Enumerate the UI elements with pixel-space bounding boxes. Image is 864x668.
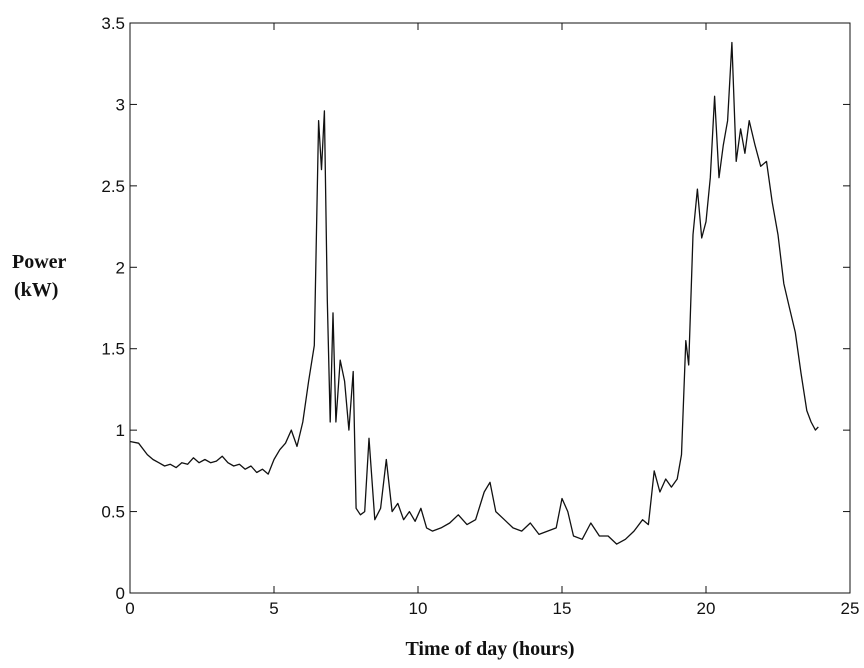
plot-frame bbox=[129, 22, 851, 594]
y-axis-label-line-1: Power bbox=[12, 251, 67, 273]
y-tick-label: 1.5 bbox=[101, 340, 125, 359]
y-tick-label: 0 bbox=[116, 584, 125, 603]
x-tick-label: 5 bbox=[269, 599, 278, 618]
y-axis-label-line-2: (kW) bbox=[14, 279, 58, 301]
y-tick-label: 3 bbox=[116, 95, 125, 114]
y-tick-label: 0.5 bbox=[101, 503, 125, 522]
x-tick-label: 25 bbox=[841, 599, 860, 618]
y-tick-labels: 0 0.5 1 1.5 2 2.5 3 3.5 bbox=[101, 14, 125, 603]
y-tick-label: 2 bbox=[116, 258, 125, 277]
y-tick-label: 3.5 bbox=[101, 14, 125, 33]
x-tick-label: 15 bbox=[553, 599, 572, 618]
tick-marks bbox=[129, 22, 851, 594]
y-tick-label: 2.5 bbox=[101, 177, 125, 196]
x-tick-labels: 0 5 10 15 20 25 bbox=[125, 599, 859, 618]
x-axis-label: Time of day (hours) bbox=[405, 638, 574, 660]
x-tick-label: 10 bbox=[409, 599, 428, 618]
y-tick-label: 1 bbox=[116, 421, 125, 440]
x-tick-label: 20 bbox=[697, 599, 716, 618]
power-series-line bbox=[129, 41, 819, 545]
x-tick-label: 0 bbox=[125, 599, 134, 618]
